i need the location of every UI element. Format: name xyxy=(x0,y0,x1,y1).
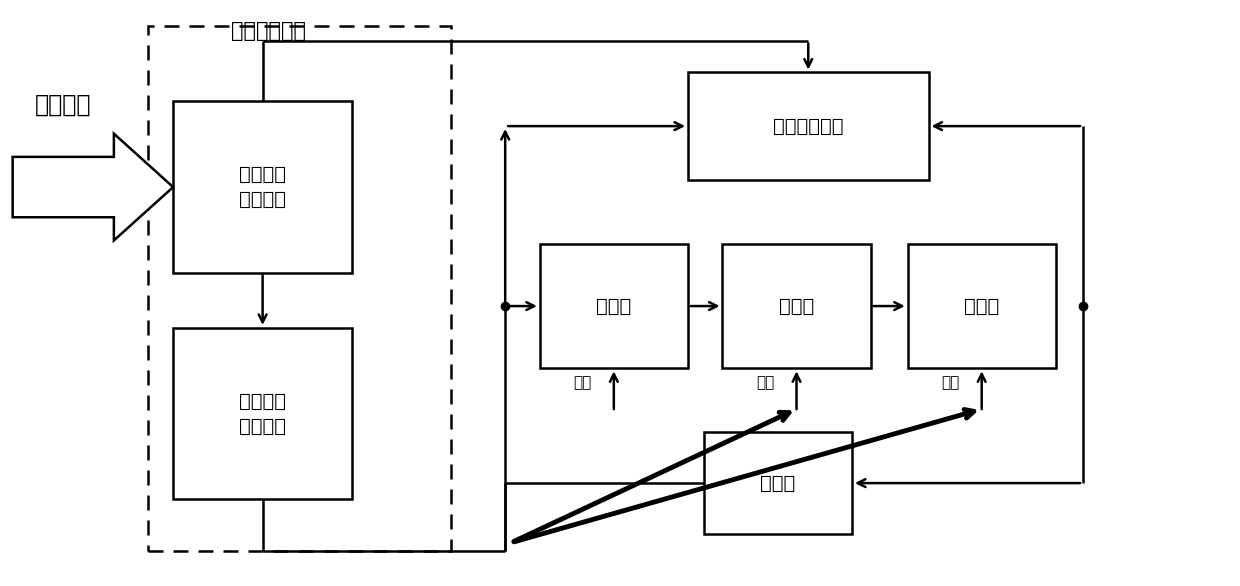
Text: 在轨重构
执行模块: 在轨重构 执行模块 xyxy=(239,391,286,435)
Text: 在轨重构
决策模块: 在轨重构 决策模块 xyxy=(239,165,286,209)
Text: 航天器: 航天器 xyxy=(779,297,815,315)
Text: 传感器: 传感器 xyxy=(963,297,999,315)
Bar xyxy=(908,244,1055,369)
Text: 在轨重构模块: 在轨重构模块 xyxy=(231,21,306,40)
Bar xyxy=(688,73,929,180)
Bar xyxy=(704,432,852,534)
Text: 故障: 故障 xyxy=(756,376,774,390)
Text: 故障诊断模块: 故障诊断模块 xyxy=(773,117,843,135)
Bar xyxy=(174,101,352,272)
Text: 故障: 故障 xyxy=(941,376,960,390)
Bar xyxy=(174,328,352,499)
Bar xyxy=(723,244,870,369)
Bar xyxy=(539,244,688,369)
Text: 任务约束: 任务约束 xyxy=(35,92,92,116)
Bar xyxy=(149,26,451,551)
Polygon shape xyxy=(12,134,174,240)
Text: 故障: 故障 xyxy=(573,376,591,390)
Text: 执行器: 执行器 xyxy=(596,297,631,315)
Text: 控制器: 控制器 xyxy=(760,473,796,493)
